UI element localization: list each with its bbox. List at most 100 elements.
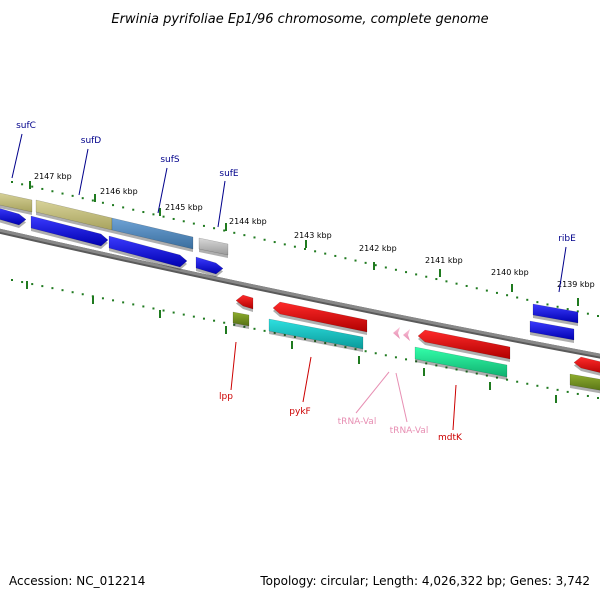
cds-block-steel [111,217,194,250]
trna-arrow [403,329,410,341]
lower-tick-dot [41,285,44,288]
upper-tick-dot [192,222,195,225]
upper-tick-dot [415,273,418,276]
upper-tick-dot [597,315,599,317]
lower-tick-dot [344,346,347,349]
cds-block-cyan [268,318,364,350]
feature-layer: sufC sufD sufS sufE ribE lpp pykF tRNA-Val tRNA-… [0,121,600,443]
leader-line [302,356,312,403]
lower-tick-dot [556,388,559,391]
tick-label: 2145 kbp [165,203,203,212]
lower-tick-dot [162,309,165,312]
gene-arrow-lpp [235,294,254,310]
upper-tick-dot [101,201,104,204]
upper-tick-dot [435,278,438,281]
upper-tick-dot [384,266,387,269]
accession-label: Accession: NC_012214 [9,574,145,588]
upper-tick-dot [304,248,306,250]
lower-tick-dot [405,358,408,361]
cds-block-olive [569,373,600,391]
backbone-line-highlight [0,228,600,357]
lower-tick-dot [334,344,337,347]
lower-tick-dot [526,382,529,385]
lower-tick-dot [101,297,104,300]
lower-tick-dot [263,329,266,332]
lower-tick-dot [597,397,599,399]
gene-label: mdtK [438,433,463,443]
gene-label: tRNA-Val [338,417,377,427]
lower-tick-dot [81,293,84,296]
lower-tick-dot [425,362,428,365]
lower-tick-dot [384,354,387,357]
upper-tick-dot [162,215,165,218]
lower-tick-dot [112,299,115,302]
upper-tick-dot [152,213,155,216]
tick-layer: 2147 kbp 2146 kbp 2145 kbp 2144 kbp 2143 kbp… [11,172,599,403]
lower-tick-dot [566,390,569,393]
upper-tick-dot [172,217,175,220]
lower-tick-dot [374,352,377,355]
upper-tick-dot [81,197,84,200]
lower-tick-dot [293,335,296,338]
backbone-layer [0,228,600,359]
upper-tick-dot [506,294,509,297]
lower-tick-dot [465,370,468,373]
upper-tick-dot [405,271,408,274]
topology-summary: Topology: circular; Length: 4,026,322 bp… [259,574,590,588]
upper-tick-dot [142,211,145,214]
lower-tick-dot [233,323,236,326]
lower-tick-dot [51,287,54,290]
gene-arrow-sufS [108,235,188,268]
upper-tick-dot [112,204,115,207]
upper-tick-dot [71,194,74,197]
lower-tick-dot [273,331,276,334]
lower-tick-dot [435,364,438,367]
upper-tick-dot [213,227,216,230]
leader-line [217,180,226,228]
lower-tick-dot [213,319,216,322]
upper-tick-dot [314,250,317,253]
tick-label: 2141 kbp [425,256,463,265]
upper-tick-dot [354,259,357,262]
lower-tick-dot [122,301,125,304]
gene-label: sufE [219,169,239,179]
upper-tick-dot [445,280,448,283]
lower-tick-dot [61,289,64,292]
leader-line [78,148,89,196]
tick-label: 2146 kbp [100,187,138,196]
lower-tick-dot [283,333,286,336]
lower-tick-dot [324,342,327,345]
upper-tick-dot [566,308,569,311]
upper-tick-dot [516,296,519,299]
gene-block-ribE [529,320,575,341]
upper-tick-dot [202,224,205,227]
tick-label: 2140 kbp [491,268,529,277]
lower-tick-dot [132,303,135,306]
lower-tick-dot [506,378,509,381]
leader-line [558,246,567,293]
lower-tick-dot [192,315,195,318]
upper-tick-dot [586,312,589,315]
lower-tick-dot [455,368,458,371]
lower-tick-dot [253,327,256,330]
lower-tick-dot [364,350,367,353]
gene-label: tRNA-Val [390,426,429,436]
gene-arrow-sufC [0,208,27,226]
lower-tick-dot [142,305,145,308]
upper-tick-dot [91,199,94,202]
upper-tick-dot [11,181,13,183]
upper-tick-dot [576,310,579,313]
gene-arrow-sufD [30,215,109,247]
lower-tick-dot [445,366,448,369]
leader-line [157,167,168,214]
lower-tick-dot [394,356,397,359]
tick-label: 2144 kbp [229,217,267,226]
leader-line [230,341,237,391]
gene-arrow-pykF [272,301,368,333]
lower-tick-dot [11,279,13,281]
gene-label: lpp [219,392,233,402]
upper-tick-dot [425,275,428,278]
tick-label: 2142 kbp [359,244,397,253]
lower-tick-dot [415,360,418,363]
lower-tick-dot [495,376,498,379]
